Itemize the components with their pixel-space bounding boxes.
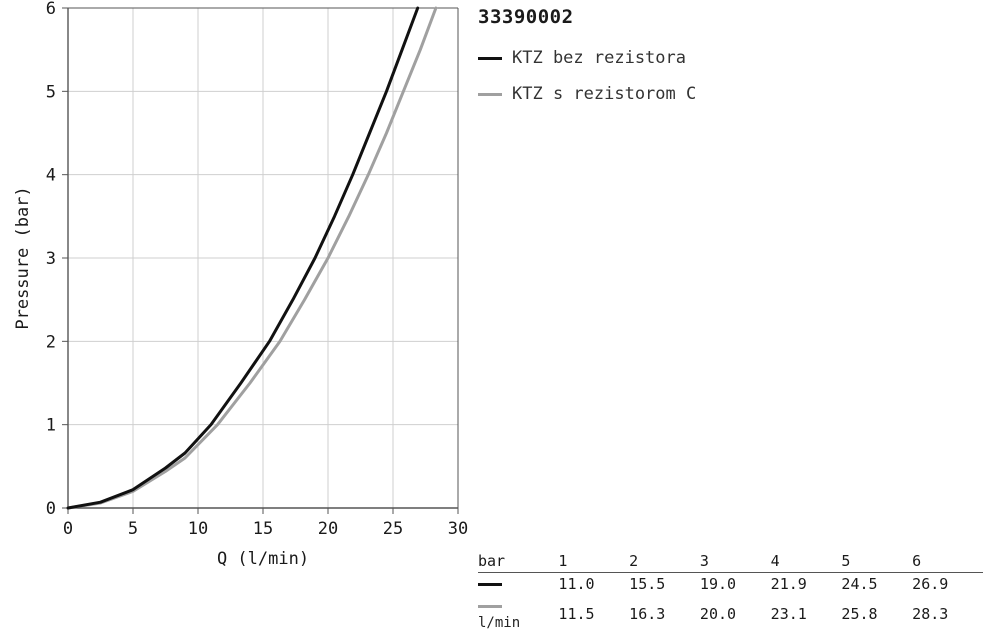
table-column-header: 3 bbox=[700, 550, 771, 573]
x-tick-label: 30 bbox=[448, 519, 468, 539]
x-tick-label: 5 bbox=[128, 519, 138, 539]
table-cell: 11.5 bbox=[558, 595, 629, 633]
table-cell: 20.0 bbox=[700, 595, 771, 633]
table-header-row: bar123456 bbox=[478, 550, 983, 573]
table-header-label: bar bbox=[478, 550, 558, 573]
table-column-header: 4 bbox=[771, 550, 842, 573]
y-axis-label: Pressure (bar) bbox=[13, 186, 33, 329]
x-axis-label: Q (l/min) bbox=[217, 549, 309, 569]
right-panel: 33390002 KTZ bez rezistora KTZ s rezistor… bbox=[478, 6, 978, 120]
legend-item: KTZ s rezistorom C bbox=[478, 84, 978, 104]
y-tick-label: 5 bbox=[46, 82, 56, 102]
table-cell: 16.3 bbox=[629, 595, 700, 633]
table-cell: 23.1 bbox=[771, 595, 842, 633]
chart-area: 0 5 10 15 20 25 30 0 1 2 3 4 5 6 Q (l/min) Pressure (ba… bbox=[10, 0, 470, 614]
legend-label: KTZ s rezistorom C bbox=[512, 84, 696, 104]
legend-label: KTZ bez rezistora bbox=[512, 48, 686, 68]
y-tick-label: 1 bbox=[46, 416, 56, 436]
table-cell: 21.9 bbox=[771, 573, 842, 596]
table-unit-label: l/min bbox=[478, 615, 550, 631]
x-tick-label: 25 bbox=[383, 519, 403, 539]
table-cell: 15.5 bbox=[629, 573, 700, 596]
y-tick-label: 0 bbox=[46, 499, 56, 519]
pressure-flow-chart: 0 5 10 15 20 25 30 0 1 2 3 4 5 6 Q (l/min) Pressure (ba… bbox=[10, 0, 470, 610]
table-column-header: 2 bbox=[629, 550, 700, 573]
table-row: 11.015.519.021.924.526.9 bbox=[478, 573, 983, 596]
x-tick-label: 20 bbox=[318, 519, 338, 539]
table-row-swatch-cell bbox=[478, 573, 558, 596]
row-swatch bbox=[478, 583, 502, 586]
table-cell: 11.0 bbox=[558, 573, 629, 596]
table-column-header: 1 bbox=[558, 550, 629, 573]
y-tick-label: 6 bbox=[46, 0, 56, 19]
row-swatch bbox=[478, 605, 502, 608]
chart-title: 33390002 bbox=[478, 6, 978, 28]
data-table: bar12345611.015.519.021.924.526.9l/min11… bbox=[478, 550, 983, 633]
table-column-header: 5 bbox=[841, 550, 912, 573]
page-container: 0510152025300123456Q (l/min)Pressure (ba… bbox=[0, 0, 993, 634]
table-row: l/min 11.516.320.023.125.828.3 bbox=[478, 595, 983, 633]
y-tick-label: 4 bbox=[46, 166, 56, 186]
y-tick-label: 2 bbox=[46, 332, 56, 352]
x-tick-label: 15 bbox=[253, 519, 273, 539]
legend: KTZ bez rezistora KTZ s rezistorom C bbox=[478, 48, 978, 104]
table-row-swatch-cell: l/min bbox=[478, 595, 558, 633]
table-column-header: 6 bbox=[912, 550, 983, 573]
y-tick-label: 3 bbox=[46, 249, 56, 269]
table-cell: 19.0 bbox=[700, 573, 771, 596]
table-cell: 25.8 bbox=[841, 595, 912, 633]
table-cell: 26.9 bbox=[912, 573, 983, 596]
legend-swatch bbox=[478, 57, 502, 60]
legend-swatch bbox=[478, 93, 502, 96]
x-tick-label: 0 bbox=[63, 519, 73, 539]
x-tick-label: 10 bbox=[188, 519, 208, 539]
table-cell: 24.5 bbox=[841, 573, 912, 596]
legend-item: KTZ bez rezistora bbox=[478, 48, 978, 68]
table-cell: 28.3 bbox=[912, 595, 983, 633]
